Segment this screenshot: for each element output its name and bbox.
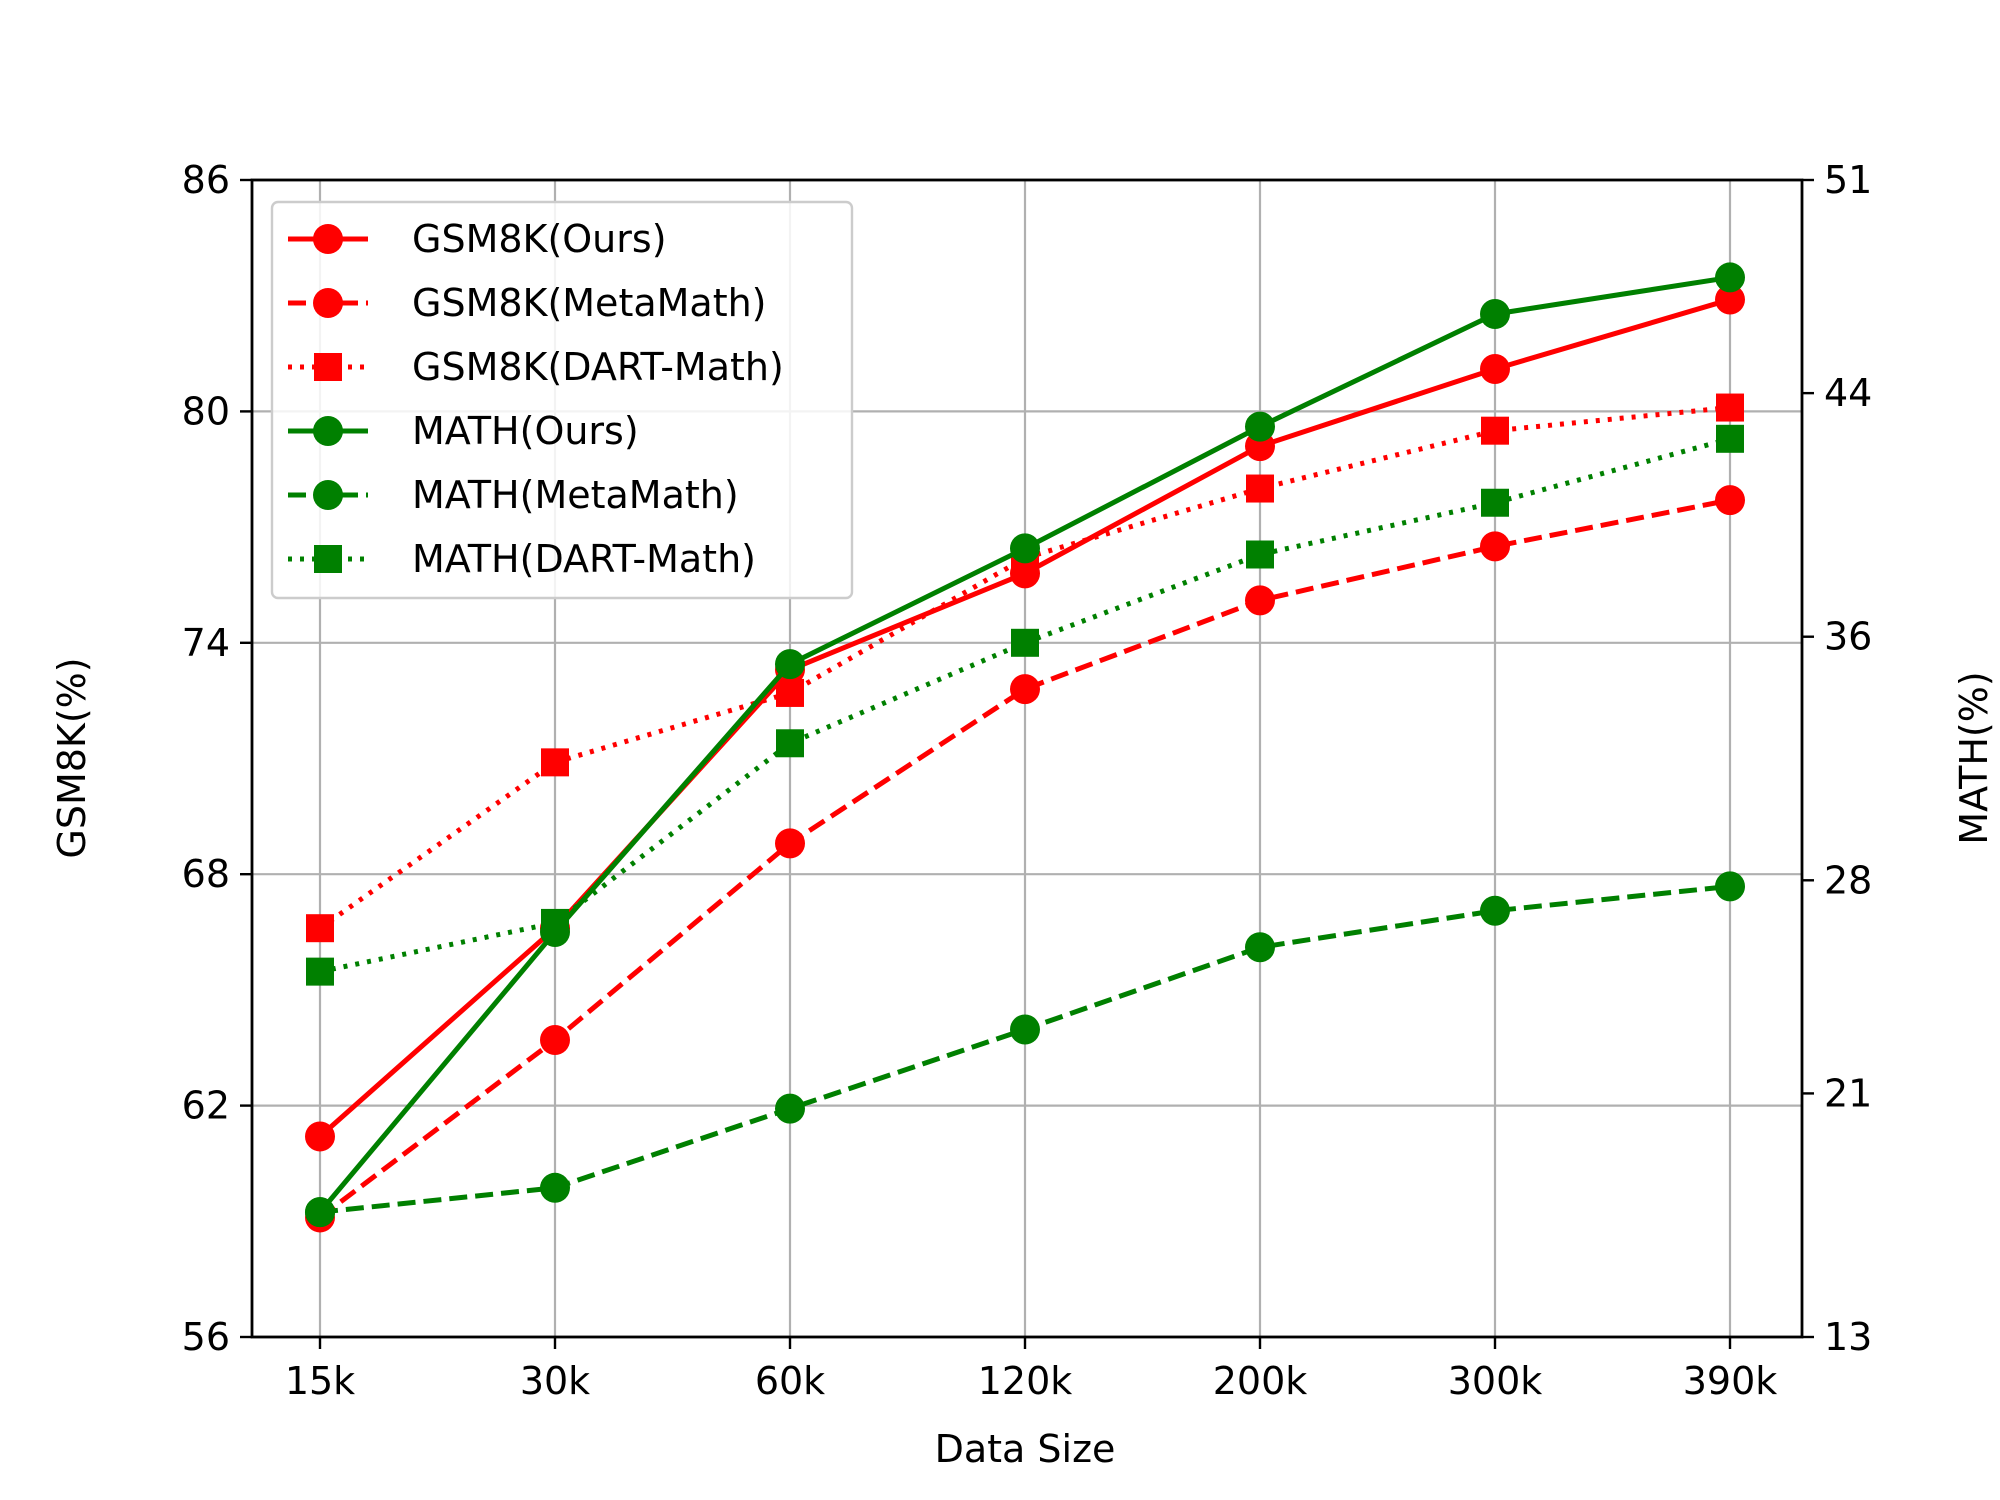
data-point — [305, 1197, 335, 1228]
legend-marker — [313, 224, 343, 254]
data-point — [1715, 485, 1745, 516]
legend-item: MATH(Ours) — [288, 409, 639, 453]
y-left-tick-label: 80 — [182, 389, 230, 433]
legend-item: GSM8K(Ours) — [288, 217, 667, 261]
legend-item: MATH(DART-Math) — [288, 537, 756, 581]
data-point — [1715, 262, 1745, 293]
plot-border — [250, 178, 1804, 1339]
y-right-tick-label: 51 — [1824, 158, 1872, 202]
data-point — [1480, 353, 1510, 384]
data-point — [1716, 424, 1744, 453]
data-point — [776, 729, 804, 758]
series-math-dart-math — [306, 424, 1744, 986]
x-tick-label: 60k — [755, 1359, 825, 1403]
legend-marker — [314, 353, 342, 381]
legend-label: MATH(Ours) — [412, 409, 639, 453]
x-axis-label: Data Size — [935, 1427, 1116, 1471]
data-point — [1716, 393, 1744, 422]
data-point — [306, 914, 334, 943]
y-left-tick-label: 68 — [182, 852, 230, 896]
data-point — [305, 1121, 335, 1152]
legend-marker — [313, 480, 343, 510]
data-point — [1481, 488, 1509, 517]
data-point — [540, 1172, 570, 1203]
x-tick-label: 30k — [520, 1359, 590, 1403]
data-point — [1011, 628, 1039, 657]
series-math-metamath — [305, 871, 1745, 1228]
legend-label: MATH(DART-Math) — [412, 537, 756, 581]
y-left-tick-label: 56 — [182, 1315, 230, 1359]
data-point — [1246, 474, 1274, 503]
y-left-tick-label: 74 — [182, 621, 230, 665]
data-point — [1480, 895, 1510, 926]
y-axis-left-label: GSM8K(%) — [50, 657, 94, 858]
legend-item: GSM8K(DART-Math) — [288, 345, 784, 389]
legend-item: GSM8K(MetaMath) — [288, 281, 767, 325]
data-point — [540, 1025, 570, 1056]
legend-label: GSM8K(DART-Math) — [412, 345, 784, 389]
x-tick-label: 200k — [1213, 1359, 1308, 1403]
x-tick-label: 390k — [1683, 1359, 1778, 1403]
x-tick-label: 15k — [285, 1359, 355, 1403]
y-right-tick-label: 28 — [1824, 858, 1872, 902]
data-point — [1245, 932, 1275, 963]
data-point — [1010, 1014, 1040, 1045]
data-point — [1480, 531, 1510, 562]
x-tick-label: 300k — [1448, 1359, 1543, 1403]
y-right-tick-label: 44 — [1824, 371, 1872, 415]
axis-ticks: 15k 30k 60k 120k 200k 300k 390k 56 62 68 74 80 86 13 2… — [182, 158, 1873, 1403]
y-right-tick-label: 36 — [1824, 615, 1872, 659]
data-point — [1715, 284, 1745, 315]
legend: GSM8K(Ours) GSM8K(MetaMath) GSM8K(DART-Mat… — [270, 200, 854, 600]
y-right-tick-label: 21 — [1824, 1071, 1872, 1115]
x-tick-label: 120k — [978, 1359, 1073, 1403]
y-left-tick-label: 86 — [182, 158, 230, 202]
data-point — [1246, 540, 1274, 569]
data-point — [1245, 411, 1275, 442]
legend-label: GSM8K(MetaMath) — [412, 281, 767, 325]
legend-marker — [313, 288, 343, 318]
legend-marker — [313, 416, 343, 446]
legend-label: GSM8K(Ours) — [412, 217, 667, 261]
data-point — [775, 1093, 805, 1124]
legend-label: MATH(MetaMath) — [412, 473, 739, 517]
legend-marker — [314, 545, 342, 573]
legend-item: MATH(MetaMath) — [288, 473, 739, 517]
series-lines — [305, 262, 1745, 1233]
data-point — [775, 828, 805, 859]
data-point — [541, 748, 569, 777]
y-right-tick-label: 13 — [1824, 1315, 1872, 1359]
data-point — [776, 678, 804, 707]
data-point — [1245, 585, 1275, 616]
data-point — [1715, 871, 1745, 902]
legend-box — [270, 200, 854, 600]
data-point — [775, 649, 805, 680]
data-point — [1481, 416, 1509, 445]
data-point — [1010, 674, 1040, 705]
data-point — [1480, 298, 1510, 329]
data-point — [541, 908, 569, 937]
data-point — [1010, 533, 1040, 564]
data-point — [306, 957, 334, 986]
y-axis-right-label: MATH(%) — [1952, 671, 1996, 844]
y-left-tick-label: 62 — [182, 1084, 230, 1128]
plot-frame — [250, 178, 1804, 1339]
